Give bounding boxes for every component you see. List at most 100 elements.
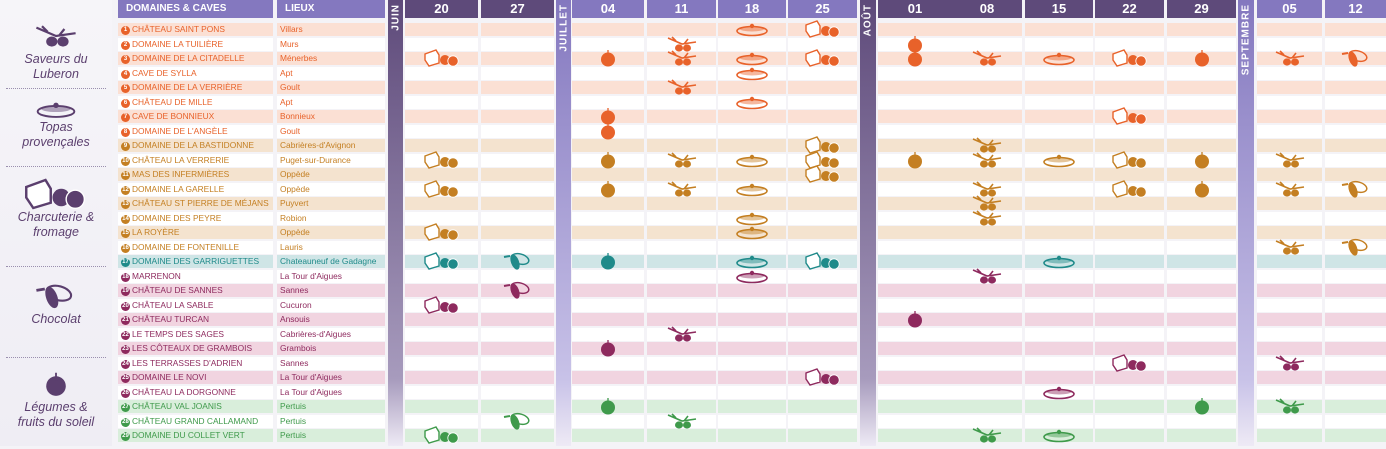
chocolat-icon[interactable] <box>1336 180 1376 198</box>
domain-name[interactable]: 10 CHÂTEAU LA VERRERIE <box>118 153 273 167</box>
tapas-icon[interactable] <box>732 49 772 67</box>
tapas-icon[interactable] <box>732 223 772 241</box>
chocolat-icon[interactable] <box>498 281 538 299</box>
domain-name[interactable]: 23 LES CÔTEAUX DE GRAMBOIS <box>118 342 273 355</box>
domain-name[interactable]: 15 LA ROYÈRE <box>118 226 273 239</box>
legume-icon[interactable] <box>1182 180 1222 198</box>
olive-icon[interactable] <box>662 180 702 198</box>
olive-icon[interactable] <box>967 151 1007 169</box>
olive-icon[interactable] <box>967 136 1007 154</box>
domain-name[interactable]: 18 MARRENON <box>118 269 273 283</box>
domain-name[interactable]: 12 DOMAINE LA GARELLE <box>118 182 273 196</box>
domain-name[interactable]: 20 CHÂTEAU LA SABLE <box>118 298 273 312</box>
domain-name[interactable]: 17 DOMAINE DES GARRIGUETTES <box>118 255 273 268</box>
charcuterie-icon[interactable] <box>422 49 462 67</box>
domain-name[interactable]: 22 LE TEMPS DES SAGES <box>118 327 273 341</box>
chocolat-icon[interactable] <box>498 252 538 270</box>
olive-icon[interactable] <box>1270 151 1310 169</box>
legume-icon[interactable] <box>895 35 935 53</box>
legume-icon[interactable] <box>588 122 628 140</box>
domain-name[interactable]: 9 DOMAINE DE LA BASTIDONNE <box>118 139 273 152</box>
charcuterie-icon[interactable] <box>803 165 843 183</box>
domain-name[interactable]: 6 CHÂTEAU DE MILLE <box>118 95 273 109</box>
legume-icon[interactable] <box>1182 397 1222 415</box>
charcuterie-icon[interactable] <box>422 223 462 241</box>
olive-icon[interactable] <box>662 325 702 343</box>
charcuterie-icon[interactable] <box>422 426 462 444</box>
chocolat-icon[interactable] <box>1336 238 1376 256</box>
tapas-icon[interactable] <box>732 20 772 38</box>
domain-name[interactable]: 14 DOMAINE DES PEYRE <box>118 211 273 225</box>
charcuterie-icon[interactable] <box>422 150 462 169</box>
charcuterie-icon[interactable] <box>422 295 462 314</box>
domain-name[interactable]: 1 CHÂTEAU SAINT PONS <box>118 23 273 36</box>
charcuterie-icon[interactable] <box>422 179 462 198</box>
domain-name[interactable]: 25 DOMAINE LE NOVI <box>118 371 273 384</box>
chocolat-icon[interactable] <box>1336 49 1376 67</box>
charcuterie-icon[interactable] <box>803 368 843 386</box>
olive-icon[interactable] <box>1270 238 1310 256</box>
tapas-icon[interactable] <box>732 151 772 169</box>
legume-icon[interactable] <box>588 397 628 415</box>
tapas-icon[interactable] <box>732 93 772 111</box>
domain-name[interactable]: 29 DOMAINE DU COLLET VERT <box>118 429 273 442</box>
domain-name[interactable]: 16 DOMAINE DE FONTENILLE <box>118 240 273 254</box>
charcuterie-icon[interactable] <box>1110 150 1150 169</box>
charcuterie-icon[interactable] <box>803 20 843 38</box>
olive-icon[interactable] <box>662 78 702 96</box>
legume-icon[interactable] <box>588 252 628 270</box>
charcuterie-icon[interactable] <box>1110 49 1150 67</box>
tapas-icon[interactable] <box>732 267 772 285</box>
olive-icon[interactable] <box>967 209 1007 227</box>
tapas-icon[interactable] <box>1039 49 1079 67</box>
charcuterie-icon[interactable] <box>1110 107 1150 125</box>
tapas-icon[interactable] <box>1039 252 1079 270</box>
olive-icon[interactable] <box>1270 354 1310 372</box>
domain-name[interactable]: 5 DOMAINE DE LA VERRIÈRE <box>118 81 273 94</box>
olive-icon[interactable] <box>662 49 702 67</box>
charcuterie-icon[interactable] <box>803 136 843 154</box>
legume-icon[interactable] <box>588 339 628 357</box>
legume-icon[interactable] <box>588 107 628 125</box>
domain-name[interactable]: 11 MAS DES INFERMIÈRES <box>118 168 273 181</box>
olive-icon[interactable] <box>967 180 1007 198</box>
charcuterie-icon[interactable] <box>803 252 843 270</box>
olive-icon[interactable] <box>967 426 1007 444</box>
legume-icon[interactable] <box>895 310 935 328</box>
tapas-icon[interactable] <box>1039 383 1079 401</box>
domain-name[interactable]: 19 CHÂTEAU DE SANNES <box>118 284 273 297</box>
legume-icon[interactable] <box>1182 151 1222 169</box>
charcuterie-icon[interactable] <box>1110 353 1150 372</box>
olive-icon[interactable] <box>1270 49 1310 67</box>
charcuterie-icon[interactable] <box>803 49 843 67</box>
tapas-icon[interactable] <box>732 180 772 198</box>
olive-icon[interactable] <box>662 35 702 53</box>
domain-name[interactable]: 8 DOMAINE DE L'ANGÈLE <box>118 124 273 138</box>
legume-icon[interactable] <box>1182 49 1222 67</box>
domain-name[interactable]: 7 CAVE DE BONNIEUX <box>118 110 273 123</box>
olive-icon[interactable] <box>662 412 702 430</box>
charcuterie-icon[interactable] <box>803 150 843 169</box>
domain-name[interactable]: 3 DOMAINE DE LA CITADELLE <box>118 52 273 65</box>
domain-name[interactable]: 24 LES TERRASSES D'ADRIEN <box>118 356 273 370</box>
domain-name[interactable]: 2 DOMAINE LA TUILIÈRE <box>118 37 273 51</box>
legume-icon[interactable] <box>895 151 935 169</box>
olive-icon[interactable] <box>1270 397 1310 415</box>
legume-icon[interactable] <box>588 49 628 67</box>
charcuterie-icon[interactable] <box>422 252 462 270</box>
charcuterie-icon[interactable] <box>1110 179 1150 198</box>
tapas-icon[interactable] <box>1039 151 1079 169</box>
tapas-icon[interactable] <box>1039 426 1079 444</box>
domain-name[interactable]: 28 CHÂTEAU GRAND CALLAMAND <box>118 414 273 428</box>
domain-name[interactable]: 4 CAVE DE SYLLA <box>118 66 273 80</box>
tapas-icon[interactable] <box>732 64 772 82</box>
domain-name[interactable]: 26 CHÂTEAU LA DORGONNE <box>118 385 273 399</box>
olive-icon[interactable] <box>662 151 702 169</box>
chocolat-icon[interactable] <box>498 412 538 430</box>
tapas-icon[interactable] <box>732 209 772 227</box>
domain-name[interactable]: 13 CHÂTEAU ST PIERRE DE MÉJANS <box>118 197 273 210</box>
legume-icon[interactable] <box>588 180 628 198</box>
domain-name[interactable]: 21 CHÂTEAU TURCAN <box>118 313 273 326</box>
domain-name[interactable]: 27 CHÂTEAU VAL JOANIS <box>118 400 273 413</box>
legume-icon[interactable] <box>895 49 935 67</box>
